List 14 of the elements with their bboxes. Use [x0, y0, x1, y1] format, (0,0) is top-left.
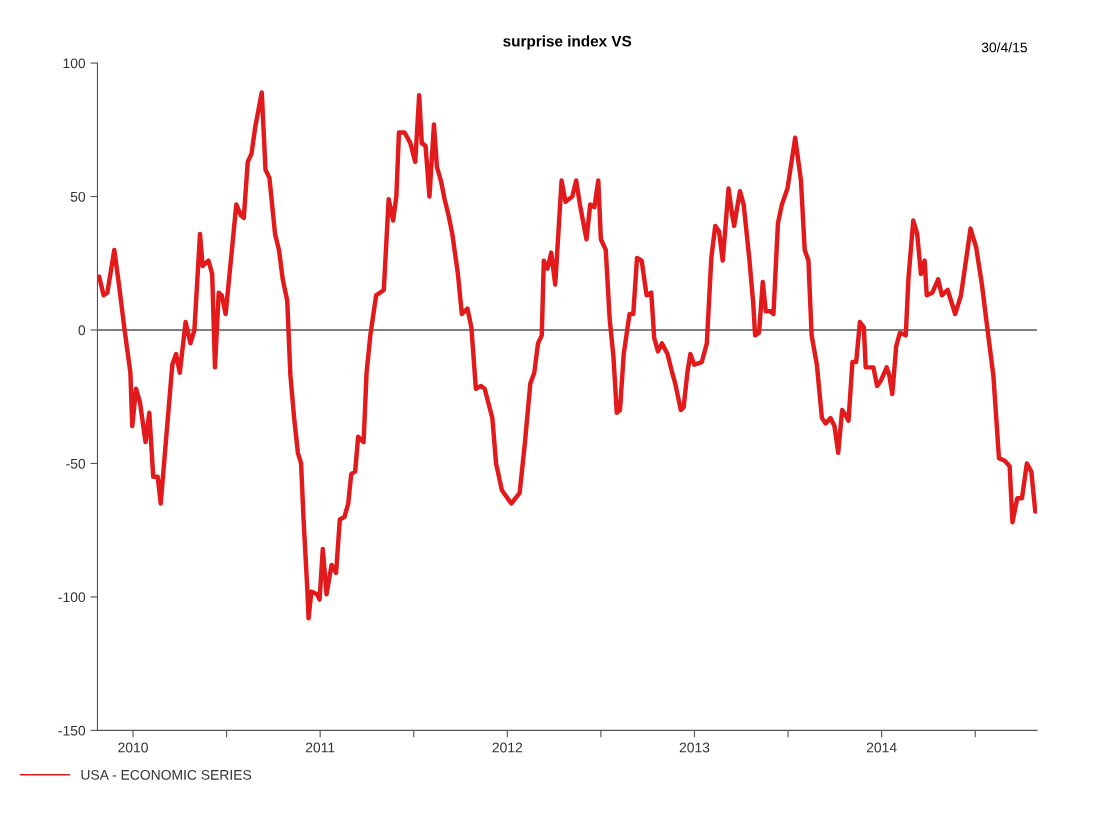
x-tick-label: 2011	[305, 742, 335, 753]
legend-label: USA - ECONOMIC SERIES	[81, 769, 252, 780]
chart-title: surprise index VS	[503, 35, 632, 50]
y-tick-label: -150	[58, 725, 86, 736]
text: 30/4/15	[981, 42, 1027, 53]
y-tick-label: 0	[78, 325, 86, 336]
x-tick-label: 2014	[866, 742, 897, 753]
y-tick-label: 100	[63, 58, 86, 69]
x-tick-label: 2013	[679, 742, 710, 753]
x-tick-label: 2012	[492, 742, 523, 753]
x-tick-label: 2010	[118, 742, 148, 753]
y-tick-label: -100	[58, 592, 86, 603]
y-tick-label: 50	[70, 191, 86, 202]
y-tick-label: -50	[66, 458, 86, 469]
